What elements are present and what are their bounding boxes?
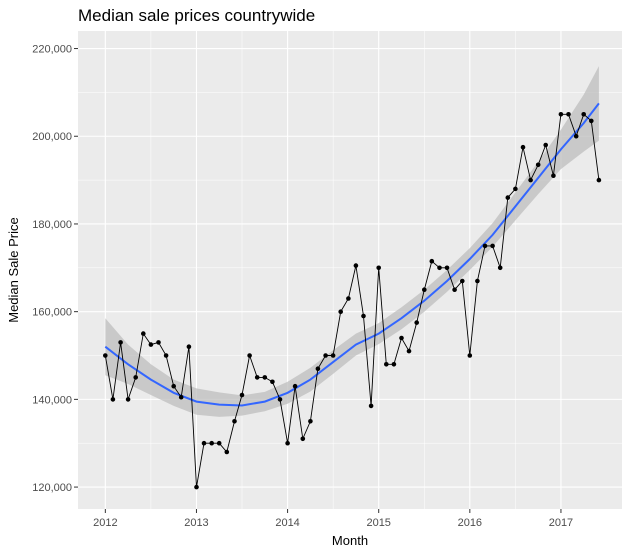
- data-point: [528, 177, 533, 183]
- data-point: [543, 142, 548, 148]
- data-point: [353, 263, 359, 268]
- data-point: [513, 186, 518, 192]
- data-point: [346, 296, 351, 301]
- plot-background: [78, 31, 622, 509]
- data-point: [551, 173, 556, 178]
- x-tick-label: 2016: [458, 517, 482, 529]
- data-point: [133, 375, 138, 380]
- data-point: [497, 265, 503, 271]
- data-point: [254, 375, 260, 380]
- y-tick-label: 220,000: [32, 44, 72, 56]
- x-axis-title: Month: [332, 533, 368, 548]
- data-point: [490, 243, 495, 249]
- data-point: [391, 362, 397, 367]
- data-point: [589, 118, 594, 124]
- y-tick-label: 140,000: [32, 394, 72, 406]
- observed-line-layer: [104, 113, 600, 488]
- data-point: [384, 362, 389, 367]
- y-tick-label: 160,000: [32, 307, 72, 319]
- data-point: [194, 484, 199, 490]
- chart-title: Median sale prices countrywide: [78, 6, 316, 25]
- data-point: [444, 265, 450, 271]
- data-point: [277, 397, 283, 402]
- data-point: [399, 335, 404, 341]
- data-point: [308, 419, 313, 424]
- data-point: [315, 366, 321, 372]
- data-point: [573, 133, 579, 139]
- data-point: [368, 403, 374, 409]
- data-point: [186, 344, 192, 350]
- data-point: [209, 440, 214, 446]
- data-point: [171, 383, 176, 389]
- data-point: [475, 278, 480, 284]
- data-point: [201, 440, 207, 446]
- x-tick-label: 2015: [366, 517, 390, 529]
- y-axis-title: Median Sale Price: [6, 217, 21, 323]
- data-point: [118, 340, 123, 345]
- smooth-trend-line: [104, 102, 600, 407]
- plot-panel: [78, 31, 622, 509]
- data-point: [535, 162, 541, 168]
- data-point: [467, 353, 473, 358]
- data-point: [224, 449, 230, 455]
- data-point: [239, 392, 245, 398]
- data-point: [338, 309, 344, 315]
- data-point: [558, 112, 564, 117]
- data-point: [581, 112, 586, 117]
- data-point: [270, 379, 275, 385]
- x-tick-label: 2014: [275, 517, 299, 529]
- data-points-layer: [103, 112, 602, 490]
- data-point: [330, 353, 336, 358]
- data-point: [262, 375, 268, 380]
- data-point: [437, 265, 442, 271]
- data-point: [292, 383, 298, 389]
- data-point: [406, 348, 412, 354]
- axes: 120,000 140,000 160,000 180,000 200,000 220,0…: [32, 44, 573, 529]
- data-point: [148, 342, 154, 347]
- data-point: [520, 144, 526, 150]
- y-tick-label: 120,000: [32, 482, 72, 494]
- data-point: [566, 112, 571, 117]
- data-point: [505, 195, 511, 200]
- y-tick-label: 200,000: [32, 131, 72, 143]
- data-point: [452, 287, 457, 293]
- data-point: [103, 353, 108, 358]
- y-tick-label: 180,000: [32, 219, 72, 231]
- data-point: [460, 278, 465, 284]
- data-point: [323, 353, 328, 358]
- data-point: [247, 353, 252, 358]
- data-point: [178, 394, 184, 400]
- data-point: [232, 419, 237, 424]
- data-point: [300, 436, 306, 442]
- data-point: [361, 313, 366, 319]
- data-point: [216, 440, 222, 446]
- data-point: [482, 243, 488, 249]
- data-point: [163, 353, 169, 358]
- data-point: [414, 320, 420, 325]
- data-point: [110, 397, 116, 402]
- data-point: [422, 287, 427, 293]
- x-tick-label: 2013: [184, 517, 208, 529]
- data-point: [376, 265, 382, 271]
- smooth-line-layer: [104, 102, 600, 407]
- median-price-line: [104, 113, 600, 488]
- data-point: [125, 397, 131, 402]
- x-tick-label: 2017: [549, 517, 573, 529]
- data-point: [141, 331, 146, 336]
- data-point: [429, 258, 435, 264]
- data-point: [285, 440, 290, 446]
- x-tick-label: 2012: [93, 517, 117, 529]
- data-point: [596, 177, 602, 183]
- data-point: [156, 340, 161, 345]
